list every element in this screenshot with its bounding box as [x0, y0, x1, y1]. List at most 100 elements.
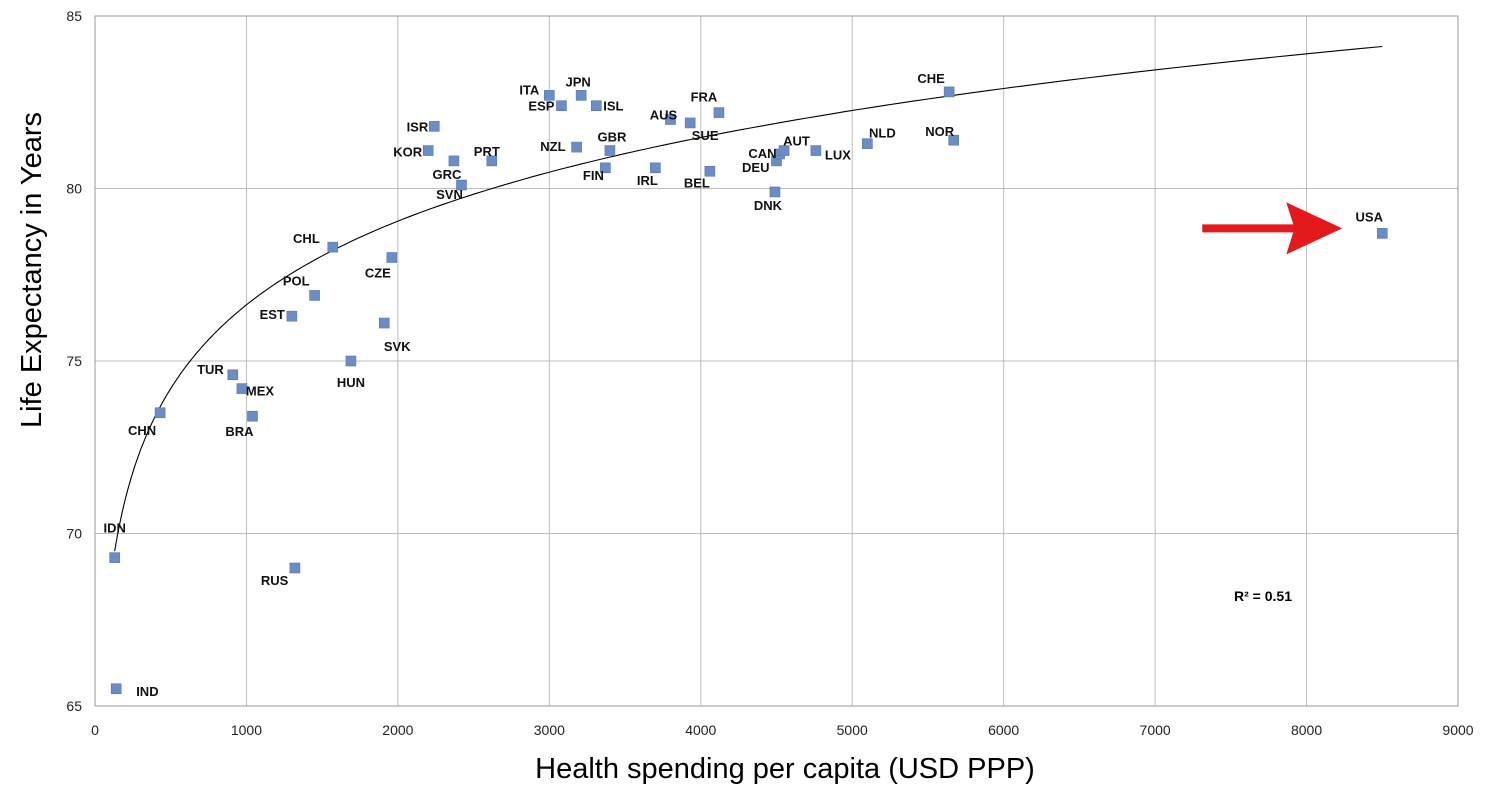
point-nzl: [571, 141, 582, 153]
point-fin: [600, 162, 611, 174]
point-label-che: CHE: [917, 71, 945, 86]
point-label-kor: KOR: [393, 145, 423, 160]
point-label-isl: ISL: [603, 99, 623, 114]
point-label-fra: FRA: [691, 90, 718, 105]
point-bel: [704, 165, 716, 177]
point-aus: [665, 114, 676, 125]
x-tick-label: 4000: [685, 722, 716, 738]
red-arrow-icon: [1202, 202, 1343, 255]
point-label-aut: AUT: [783, 134, 810, 149]
point-hun: [345, 355, 357, 367]
point-lux: [810, 145, 822, 156]
point-esp: [556, 100, 567, 111]
x-tick-label: 6000: [988, 722, 1019, 738]
point-chn: [154, 407, 166, 419]
y-axis-ticks: 65 70 75 80 85: [66, 8, 82, 714]
point-label-nor: NOR: [925, 124, 955, 139]
point-label-ita: ITA: [519, 82, 540, 97]
point-label-tur: TUR: [197, 362, 224, 377]
x-axis-title: Health spending per capita (USD PPP): [535, 753, 1035, 785]
point-label-pol: POL: [283, 273, 310, 288]
point-label-bel: BEL: [684, 175, 710, 190]
x-tick-label: 1000: [231, 722, 262, 738]
point-label-nld: NLD: [869, 126, 896, 141]
point-label-lux: LUX: [825, 148, 851, 163]
x-tick-label: 0: [91, 722, 99, 738]
point-label-bra: BRA: [225, 424, 254, 439]
point-fra: [713, 107, 725, 118]
point-est: [286, 310, 298, 322]
x-tick-label: 2000: [382, 722, 413, 738]
x-tick-label: 9000: [1442, 722, 1473, 738]
y-tick-label: 75: [66, 353, 82, 369]
point-pol: [309, 290, 320, 301]
x-tick-label: 5000: [837, 722, 868, 738]
point-che: [943, 86, 955, 98]
point-label-svk: SVK: [384, 339, 411, 354]
point-label-hun: HUN: [337, 375, 365, 390]
x-tick-label: 8000: [1291, 722, 1322, 738]
highlight-arrow: [1202, 202, 1343, 255]
point-jpn: [575, 90, 587, 101]
point-mex: [236, 383, 248, 394]
point-label-prt: PRT: [474, 144, 500, 159]
point-label-nzl: NZL: [540, 139, 565, 154]
trendline: [114, 45, 1383, 552]
point-label-irl: IRL: [637, 173, 658, 188]
point-label-est: EST: [260, 307, 285, 322]
point-label-cze: CZE: [365, 266, 391, 281]
point-svk: [378, 317, 390, 329]
point-idn: [109, 552, 120, 563]
point-label-dnk: DNK: [754, 198, 783, 213]
point-label-jpn: JPN: [565, 74, 590, 89]
y-tick-label: 85: [66, 8, 82, 24]
point-label-usa: USA: [1356, 209, 1384, 224]
point-svn: [456, 179, 467, 191]
y-axis-title: Life Expectancy in Years: [16, 112, 48, 428]
y-tick-label: 80: [66, 181, 82, 197]
r-squared-label: R² = 0.51: [1234, 588, 1292, 604]
point-usa: [1376, 228, 1388, 239]
point-labels: IND IDN CHN TUR MEX BRA RUS EST POL CHL HUN SVK CZE K…: [103, 71, 1383, 699]
point-grc: [448, 155, 460, 167]
point-kor: [422, 145, 434, 156]
point-label-mex: MEX: [246, 384, 275, 399]
point-label-rus: RUS: [261, 573, 289, 588]
point-prt: [486, 155, 498, 167]
point-isr: [428, 121, 440, 132]
point-nld: [862, 138, 873, 149]
x-tick-label: 7000: [1140, 722, 1171, 738]
point-cze: [386, 252, 398, 263]
point-label-can: CAN: [748, 146, 776, 161]
point-label-idn: IDN: [103, 521, 125, 536]
x-tick-label: 3000: [534, 722, 565, 738]
point-tur: [227, 369, 239, 381]
point-label-sue: SUE: [692, 128, 719, 143]
point-gbr: [604, 145, 616, 156]
point-label-chl: CHL: [293, 231, 320, 246]
point-label-fin: FIN: [583, 168, 604, 183]
point-label-esp: ESP: [528, 99, 554, 114]
point-isl: [590, 100, 602, 111]
point-ind: [110, 683, 122, 695]
point-sue: [684, 117, 696, 129]
point-label-chn: CHN: [128, 423, 156, 438]
data-points: [109, 86, 1388, 695]
point-label-isr: ISR: [407, 119, 429, 134]
point-nor: [948, 134, 959, 146]
point-label-deu: DEU: [742, 160, 769, 175]
point-label-aus: AUS: [650, 108, 678, 123]
y-tick-label: 70: [66, 526, 82, 542]
x-axis-ticks: 0 1000 2000 3000 4000 5000 6000 7000 8000 9000: [91, 722, 1474, 738]
plot-frame: [94, 15, 1459, 707]
point-aut: [778, 145, 790, 156]
point-chl: [327, 241, 339, 253]
y-tick-label: 65: [66, 698, 82, 714]
point-label-grc: GRC: [432, 167, 462, 182]
point-label-ind: IND: [136, 684, 158, 699]
point-bra: [247, 410, 258, 422]
point-label-svn: SVN: [436, 187, 463, 202]
point-ita: [544, 90, 555, 101]
point-dnk: [769, 186, 781, 198]
